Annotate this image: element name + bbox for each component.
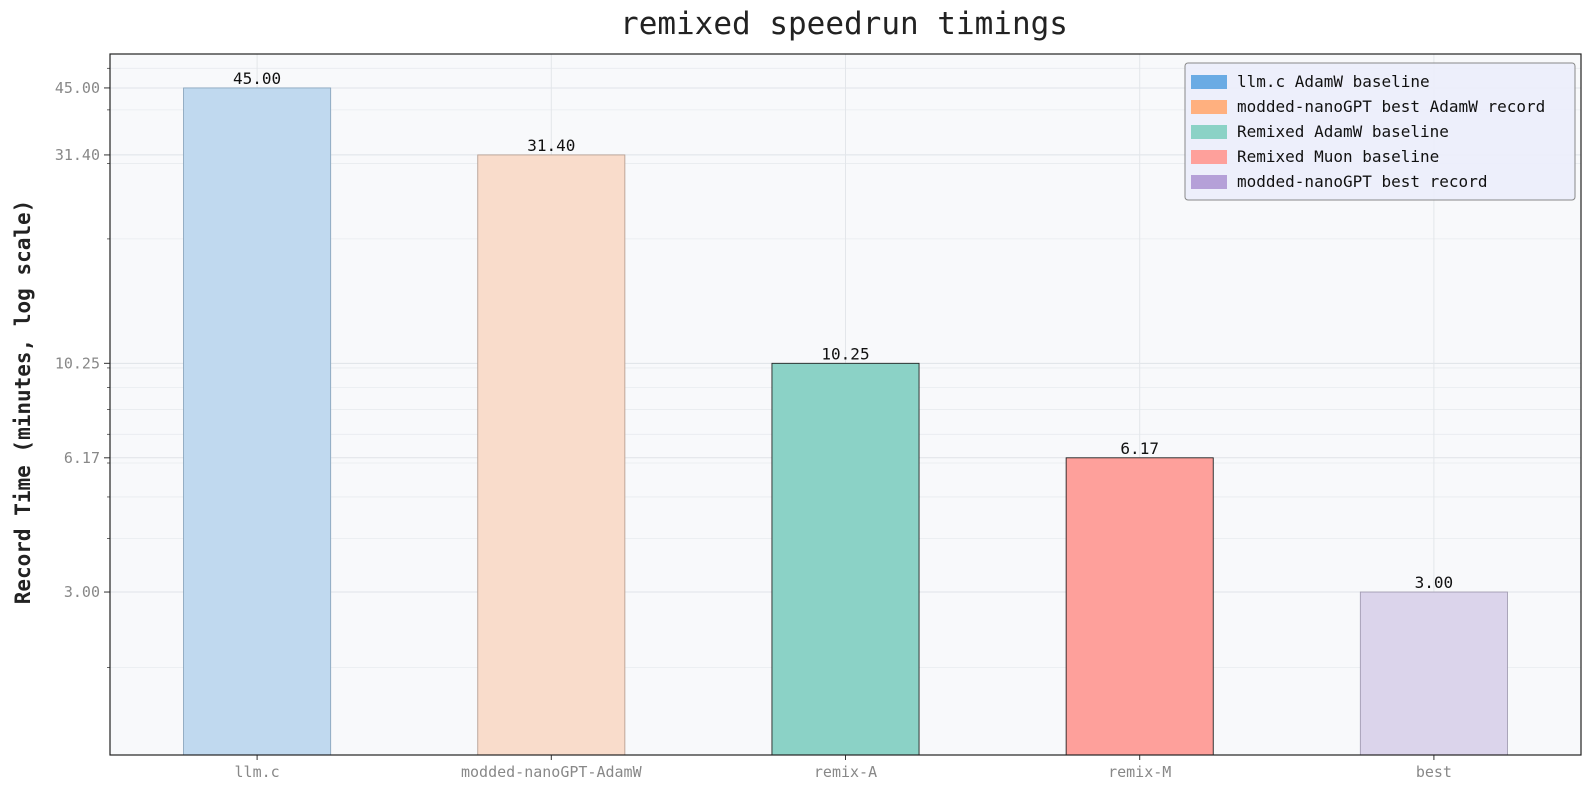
y-tick-label: 45.00: [55, 79, 100, 97]
legend-swatch: [1191, 75, 1227, 89]
x-tick-label: remix-A: [814, 763, 877, 781]
legend-label: Remixed AdamW baseline: [1237, 122, 1449, 141]
bar: [183, 87, 332, 756]
y-axis-label: Record Time (minutes, log scale): [11, 200, 35, 605]
legend-label: modded-nanoGPT best record: [1237, 172, 1487, 191]
chart-title: remixed speedrun timings: [620, 6, 1068, 42]
legend-swatch: [1191, 100, 1227, 114]
y-axis-ticks: 3.00 6.17 10.25 31.40 45.00: [55, 67, 110, 668]
y-tick-label: 10.25: [55, 354, 100, 372]
legend-swatch: [1191, 175, 1227, 189]
bar: [1359, 591, 1508, 756]
bar: [1065, 457, 1214, 756]
bar-value-label: 6.17: [1120, 439, 1159, 458]
legend-box: [1184, 62, 1576, 201]
x-tick-label: modded-nanoGPT-AdamW: [461, 763, 643, 781]
bar-value-label: 31.40: [527, 136, 575, 155]
bar-value-label: 3.00: [1415, 573, 1454, 592]
bars: [183, 87, 1508, 756]
y-tick-label: 6.17: [64, 449, 100, 467]
y-tick-label: 31.40: [55, 146, 100, 164]
bar-value-label: 10.25: [821, 344, 869, 363]
legend: llm.c AdamW baseline modded-nanoGPT best …: [1184, 62, 1576, 201]
x-tick-label: llm.c: [235, 763, 280, 781]
bar: [771, 362, 920, 756]
legend-label: Remixed Muon baseline: [1237, 147, 1439, 166]
bar-value-label: 45.00: [233, 69, 281, 88]
x-axis-ticks: llm.c modded-nanoGPT-AdamW remix-A remix-M b…: [235, 755, 1452, 781]
legend-swatch: [1191, 150, 1227, 164]
legend-label: llm.c AdamW baseline: [1237, 72, 1430, 91]
x-tick-label: best: [1416, 763, 1452, 781]
x-tick-label: remix-M: [1108, 763, 1171, 781]
bar: [477, 154, 626, 756]
plot-frame: [109, 53, 1582, 756]
legend-swatch: [1191, 125, 1227, 139]
y-tick-label: 3.00: [64, 583, 100, 601]
legend-label: modded-nanoGPT best AdamW record: [1237, 97, 1545, 116]
data-labels: 45.00 31.40 10.25 6.17 3.00: [233, 69, 1453, 592]
